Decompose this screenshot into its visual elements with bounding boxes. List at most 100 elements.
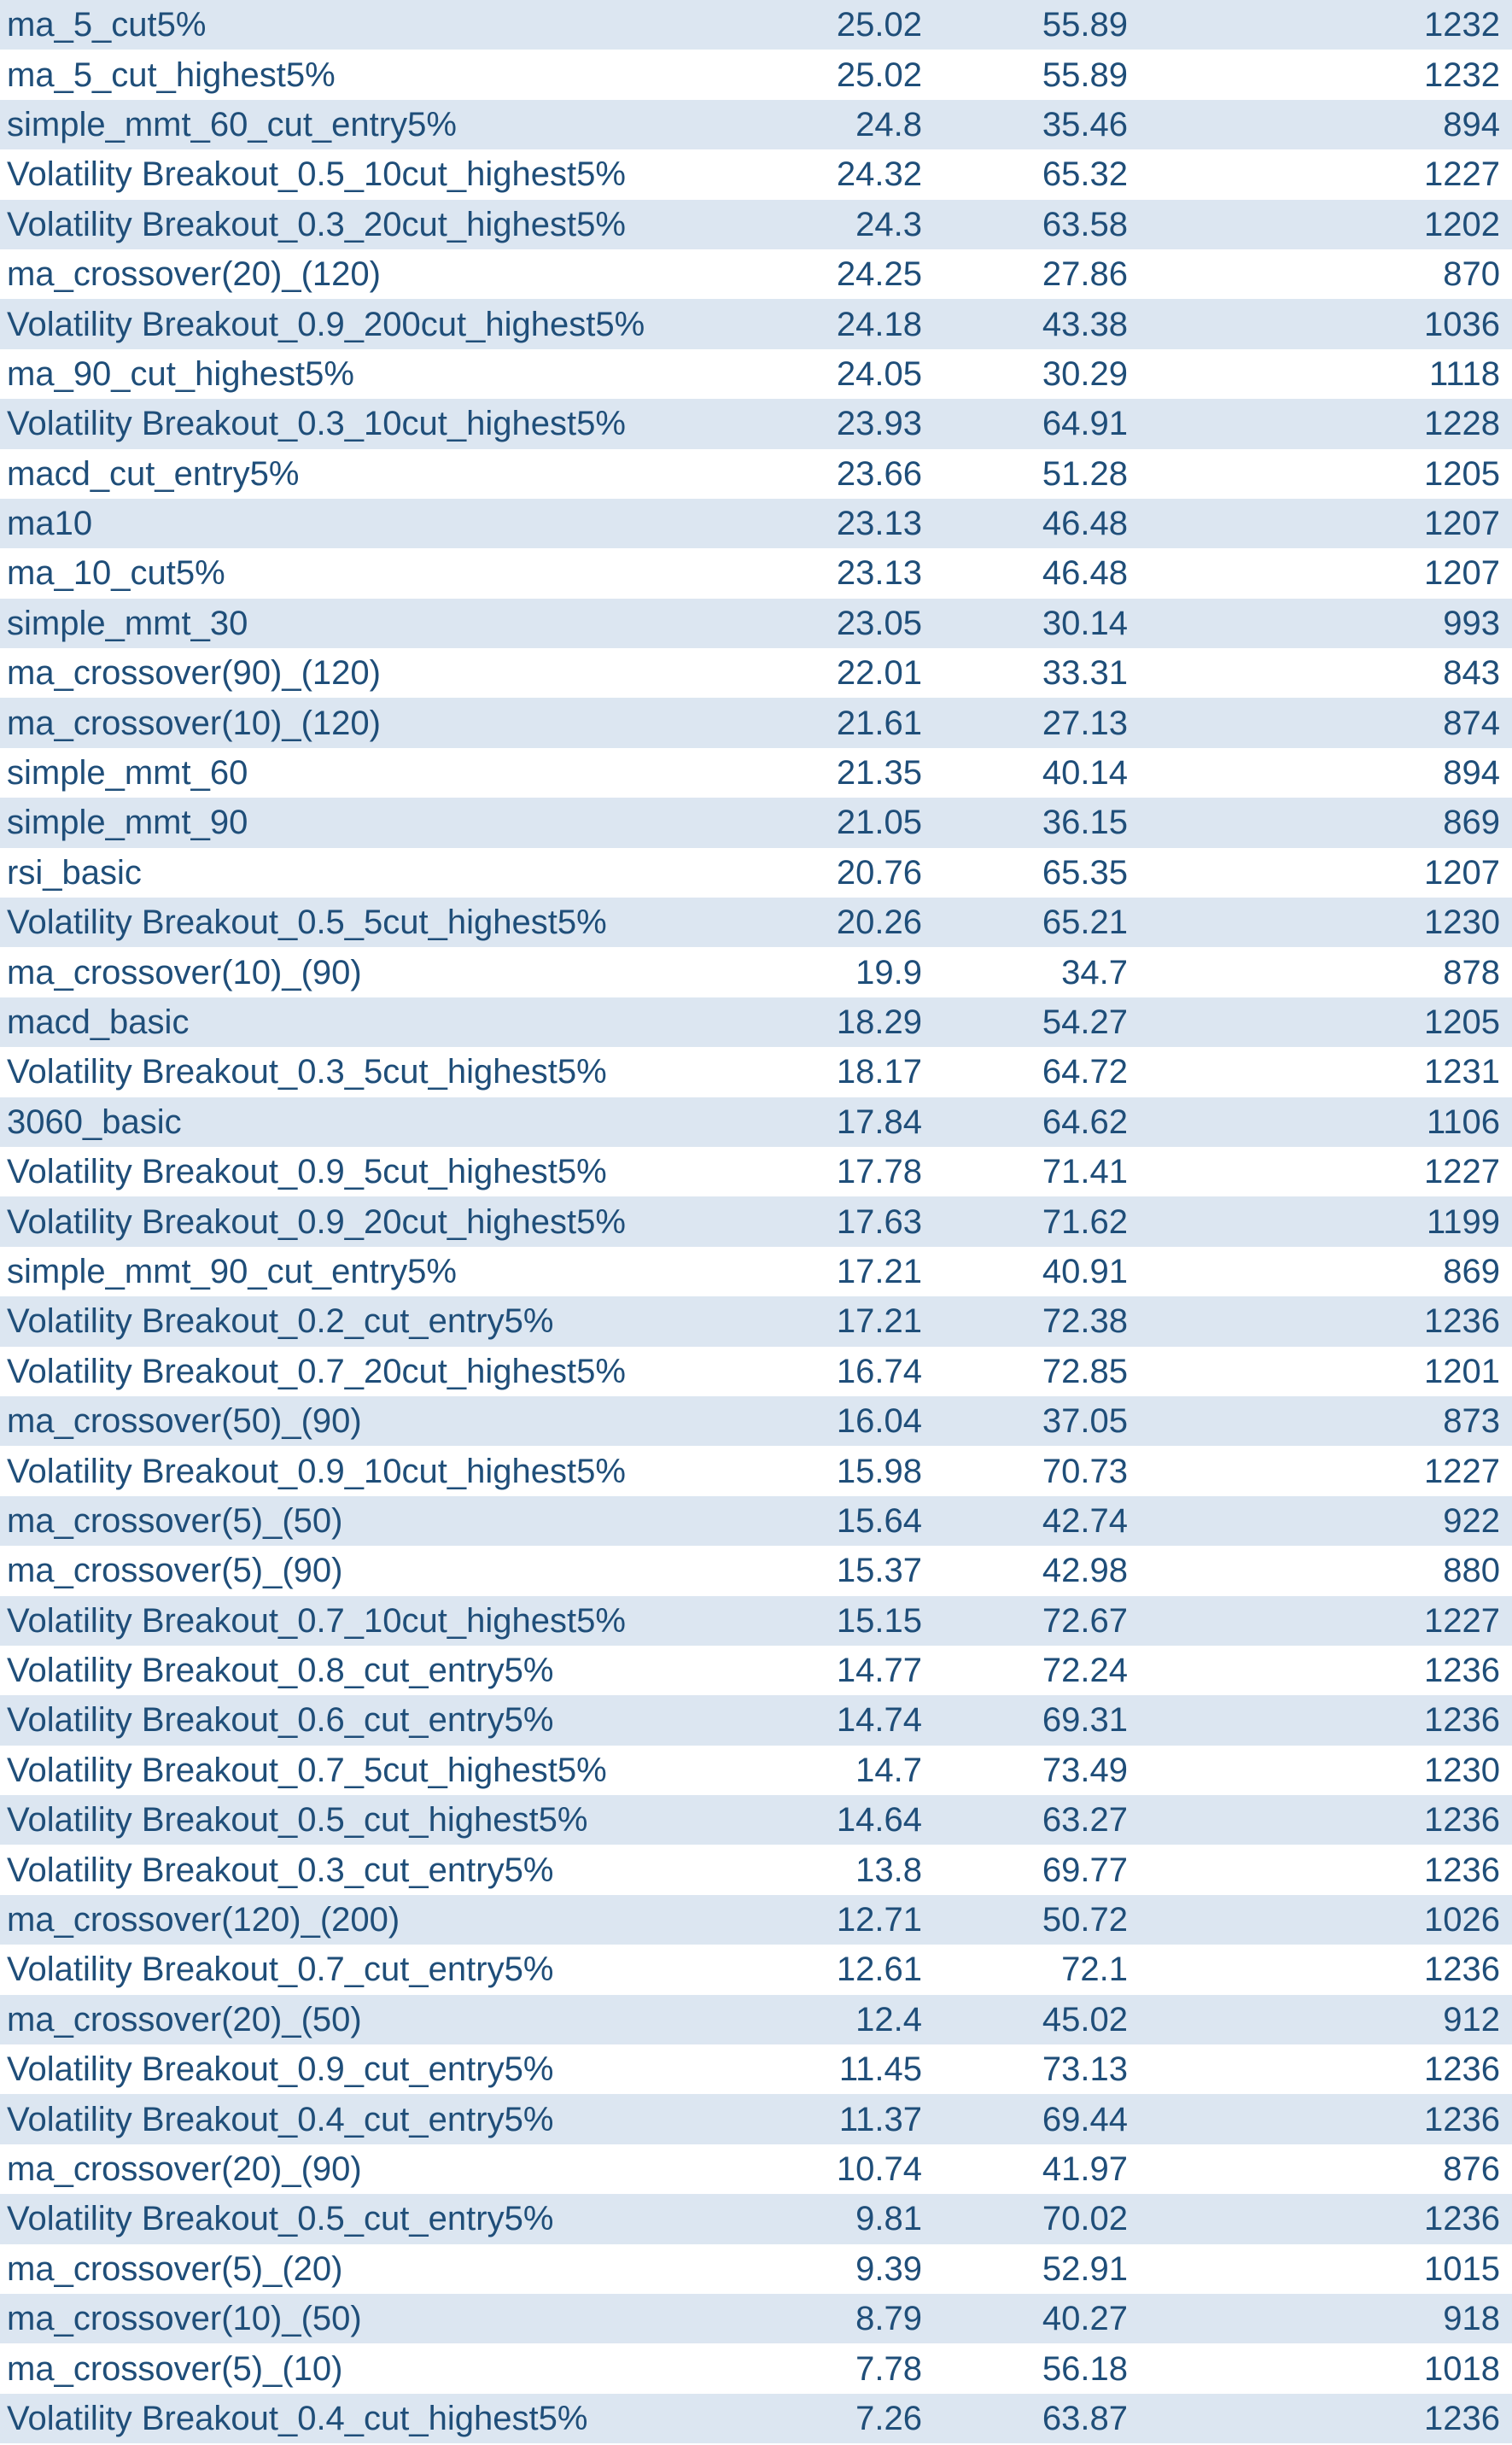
value-cell-2: 56.18	[1042, 2349, 1128, 2388]
strategy-name-cell: Volatility Breakout_0.9_200cut_highest5%	[7, 305, 645, 343]
value-cell-3: 1026	[1424, 1901, 1500, 1939]
value-cell-2: 65.21	[1042, 904, 1128, 942]
value-cell-1: 23.05	[836, 604, 922, 642]
table-row: Volatility Breakout_0.3_cut_entry5% 13.8 6…	[0, 1845, 1512, 1895]
value-cell-1: 11.37	[838, 2100, 922, 2138]
value-cell-1: 17.21	[836, 1302, 922, 1341]
strategy-name-cell: Volatility Breakout_0.3_cut_entry5%	[7, 1851, 554, 1889]
value-cell-3: 1232	[1424, 56, 1500, 94]
table-row: ma10 23.13 46.48 1207	[0, 498, 1512, 549]
table-row: Volatility Breakout_0.9_5cut_highest5% 17…	[0, 1146, 1512, 1197]
strategy-name-cell: ma_crossover(20)_(90)	[7, 2150, 362, 2188]
strategy-name-cell: Volatility Breakout_0.9_5cut_highest5%	[7, 1153, 607, 1191]
table-row: simple_mmt_60_cut_entry5% 24.8 35.46 894	[0, 99, 1512, 150]
value-cell-2: 42.74	[1042, 1501, 1128, 1540]
value-cell-1: 22.01	[836, 654, 922, 693]
value-cell-2: 55.89	[1042, 6, 1128, 44]
table-row: Volatility Breakout_0.4_cut_highest5% 7.2…	[0, 2393, 1512, 2444]
value-cell-3: 1118	[1428, 354, 1500, 393]
value-cell-2: 34.7	[1061, 953, 1128, 991]
table-row: ma_crossover(20)_(90) 10.74 41.97 876	[0, 2144, 1512, 2195]
value-cell-2: 72.38	[1042, 1302, 1128, 1341]
value-cell-1: 15.15	[836, 1601, 922, 1640]
value-cell-3: 1202	[1424, 205, 1500, 243]
strategy-name-cell: ma_crossover(10)_(120)	[7, 704, 381, 742]
table-row: Volatility Breakout_0.3_5cut_highest5% 18…	[0, 1047, 1512, 1097]
strategy-name-cell: ma_crossover(120)_(200)	[7, 1901, 400, 1939]
value-cell-1: 7.26	[855, 2399, 922, 2437]
value-cell-2: 63.27	[1042, 1801, 1128, 1840]
value-cell-2: 69.77	[1042, 1851, 1128, 1889]
strategy-name-cell: Volatility Breakout_0.9_cut_entry5%	[7, 2050, 554, 2089]
value-cell-2: 46.48	[1042, 505, 1128, 543]
value-cell-3: 1230	[1424, 904, 1500, 942]
value-cell-1: 17.21	[836, 1252, 922, 1290]
value-cell-2: 40.14	[1042, 754, 1128, 793]
value-cell-3: 1236	[1424, 1302, 1500, 1341]
value-cell-1: 12.4	[855, 2000, 922, 2038]
value-cell-2: 73.49	[1042, 1751, 1128, 1789]
table-row: rsi_basic 20.76 65.35 1207	[0, 847, 1512, 898]
value-cell-2: 37.05	[1042, 1402, 1128, 1441]
value-cell-2: 30.29	[1042, 354, 1128, 393]
value-cell-2: 69.44	[1042, 2100, 1128, 2138]
value-cell-3: 870	[1443, 255, 1500, 294]
table-row: ma_crossover(10)_(50) 8.79 40.27 918	[0, 2293, 1512, 2344]
value-cell-3: 876	[1443, 2150, 1500, 2188]
value-cell-1: 24.18	[836, 305, 922, 343]
value-cell-1: 21.61	[836, 704, 922, 742]
value-cell-3: 1207	[1424, 853, 1500, 892]
strategy-name-cell: ma_crossover(5)_(90)	[7, 1552, 343, 1590]
table-row: ma_crossover(20)_(120) 24.25 27.86 870	[0, 249, 1512, 300]
strategy-name-cell: Volatility Breakout_0.9_20cut_highest5%	[7, 1202, 626, 1241]
value-cell-1: 14.64	[836, 1801, 922, 1840]
value-cell-3: 1106	[1426, 1103, 1500, 1141]
value-cell-2: 50.72	[1042, 1901, 1128, 1939]
value-cell-1: 16.74	[836, 1352, 922, 1390]
table-row: simple_mmt_30 23.05 30.14 993	[0, 598, 1512, 649]
value-cell-2: 41.97	[1042, 2150, 1128, 2188]
value-cell-3: 1236	[1424, 2100, 1500, 2138]
value-cell-3: 1207	[1424, 554, 1500, 593]
value-cell-3: 1236	[1424, 1652, 1500, 1690]
table-row: Volatility Breakout_0.7_5cut_highest5% 14…	[0, 1745, 1512, 1796]
table-row: simple_mmt_60 21.35 40.14 894	[0, 747, 1512, 798]
value-cell-3: 1227	[1424, 1452, 1500, 1490]
table-row: ma_crossover(90)_(120) 22.01 33.31 843	[0, 648, 1512, 699]
value-cell-1: 14.7	[855, 1751, 922, 1789]
value-cell-3: 874	[1443, 704, 1500, 742]
value-cell-2: 65.35	[1042, 853, 1128, 892]
value-cell-2: 63.58	[1042, 205, 1128, 243]
value-cell-2: 73.13	[1042, 2050, 1128, 2089]
value-cell-2: 70.73	[1042, 1452, 1128, 1490]
value-cell-3: 869	[1443, 1252, 1500, 1290]
table-row: ma_crossover(120)_(200) 12.71 50.72 1026	[0, 1894, 1512, 1945]
strategy-name-cell: Volatility Breakout_0.3_5cut_highest5%	[7, 1053, 607, 1091]
value-cell-2: 52.91	[1042, 2249, 1128, 2288]
table-row: Volatility Breakout_0.5_cut_highest5% 14.…	[0, 1795, 1512, 1845]
strategy-name-cell: Volatility Breakout_0.8_cut_entry5%	[7, 1652, 554, 1690]
table-row: ma_90_cut_highest5% 24.05 30.29 1118	[0, 348, 1512, 400]
strategy-name-cell: ma_crossover(5)_(50)	[7, 1501, 343, 1540]
value-cell-3: 1227	[1424, 155, 1500, 194]
strategy-name-cell: Volatility Breakout_0.6_cut_entry5%	[7, 1701, 554, 1740]
value-cell-2: 54.27	[1042, 1003, 1128, 1041]
strategy-name-cell: 3060_basic	[7, 1103, 182, 1141]
value-cell-1: 14.74	[836, 1701, 922, 1740]
value-cell-1: 12.71	[836, 1901, 922, 1939]
table-row: Volatility Breakout_0.5_cut_entry5% 9.81 7…	[0, 2194, 1512, 2244]
strategy-name-cell: macd_basic	[7, 1003, 190, 1041]
value-cell-3: 1227	[1424, 1153, 1500, 1191]
value-cell-1: 17.84	[836, 1103, 922, 1141]
value-cell-1: 12.61	[836, 1951, 922, 1989]
value-cell-2: 27.86	[1042, 255, 1128, 294]
strategy-name-cell: ma_crossover(10)_(90)	[7, 953, 362, 991]
table-row: Volatility Breakout_0.9_cut_entry5% 11.45…	[0, 2044, 1512, 2095]
strategy-name-cell: ma_10_cut5%	[7, 554, 225, 593]
value-cell-2: 71.41	[1042, 1153, 1128, 1191]
value-cell-3: 922	[1443, 1501, 1500, 1540]
value-cell-3: 1236	[1424, 2050, 1500, 2089]
value-cell-2: 40.27	[1042, 2300, 1128, 2338]
